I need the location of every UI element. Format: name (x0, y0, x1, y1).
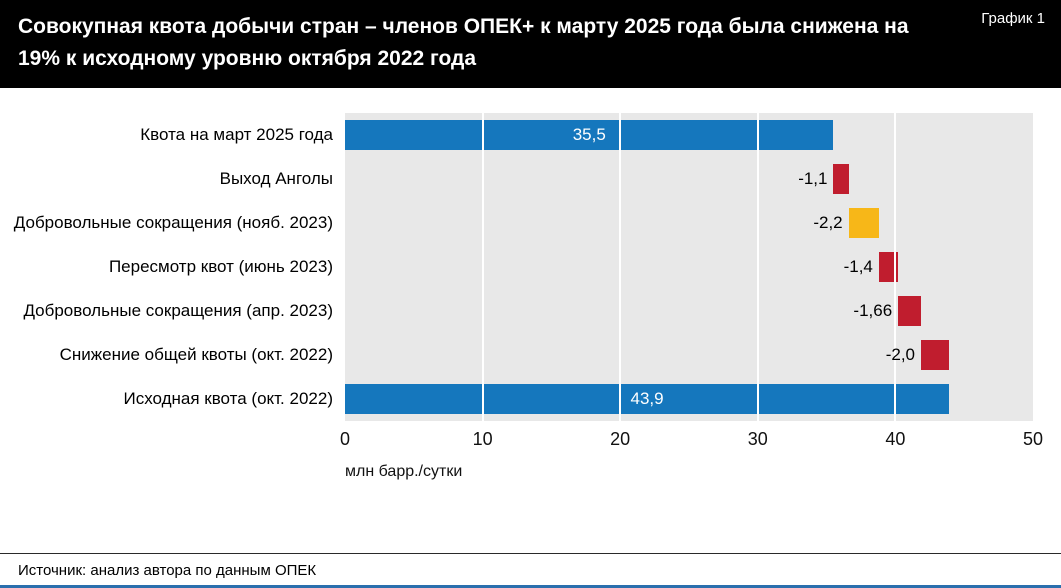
value-label: -1,4 (843, 257, 873, 276)
x-tick-label: 20 (610, 429, 631, 449)
waterfall-bar (898, 296, 921, 326)
plot-area: 35,5 -1,1 -2,2 -1,4 -1,66 -2,0 43,9 (345, 113, 1033, 421)
x-tick-label: 50 (1022, 429, 1044, 449)
category-label: Исходная квота (окт. 2022) (123, 389, 333, 408)
source-note: Источник: анализ автора по данным ОПЕК (18, 562, 317, 579)
category-label: Квота на март 2025 года (140, 125, 333, 144)
x-axis-title: млн барр./сутки (345, 463, 463, 480)
category-label: Пересмотр квот (июнь 2023) (108, 257, 333, 276)
value-label: 43,9 (630, 389, 664, 408)
gridline (894, 113, 897, 421)
x-tick-label: 30 (747, 429, 768, 449)
waterfall-bar (345, 120, 834, 150)
category-label: Добровольные сокращения (апр. 2023) (23, 301, 333, 320)
category-label: Добровольные сокращения (нояб. 2023) (13, 213, 333, 232)
value-label: -2,0 (885, 345, 915, 364)
value-label: -2,2 (813, 213, 843, 232)
bottom-accent-line (0, 585, 1061, 588)
waterfall-bar (848, 208, 879, 238)
waterfall-bar (920, 340, 949, 370)
category-label: Снижение общей квоты (окт. 2022) (59, 345, 333, 364)
category-label: Выход Анголы (219, 169, 333, 188)
header: Совокупная квота добычи стран – членов О… (0, 0, 1061, 88)
value-label: -1,1 (798, 169, 828, 188)
x-tick-label: 0 (339, 429, 351, 449)
x-tick-label: 40 (885, 429, 906, 449)
x-axis: 0 10 20 30 40 50 (340, 421, 1043, 451)
footer: Источник: анализ автора по данным ОПЕК (0, 553, 1061, 588)
x-tick-label: 10 (472, 429, 493, 449)
waterfall-bar (345, 384, 950, 414)
value-label: -1,66 (853, 301, 893, 320)
gridline (619, 113, 622, 421)
waterfall-bar (878, 252, 899, 282)
chart-title: Совокупная квота добычи стран – членов О… (18, 15, 909, 70)
chart-number-label: График 1 (981, 10, 1045, 27)
value-label: 35,5 (572, 125, 606, 144)
gridline (756, 113, 759, 421)
category-labels: Квота на март 2025 года Выход Анголы Добро… (0, 113, 345, 421)
waterfall-bar (833, 164, 849, 194)
waterfall-chart: Квота на март 2025 года Выход Анголы Добро… (0, 113, 1061, 421)
gridline (481, 113, 484, 421)
